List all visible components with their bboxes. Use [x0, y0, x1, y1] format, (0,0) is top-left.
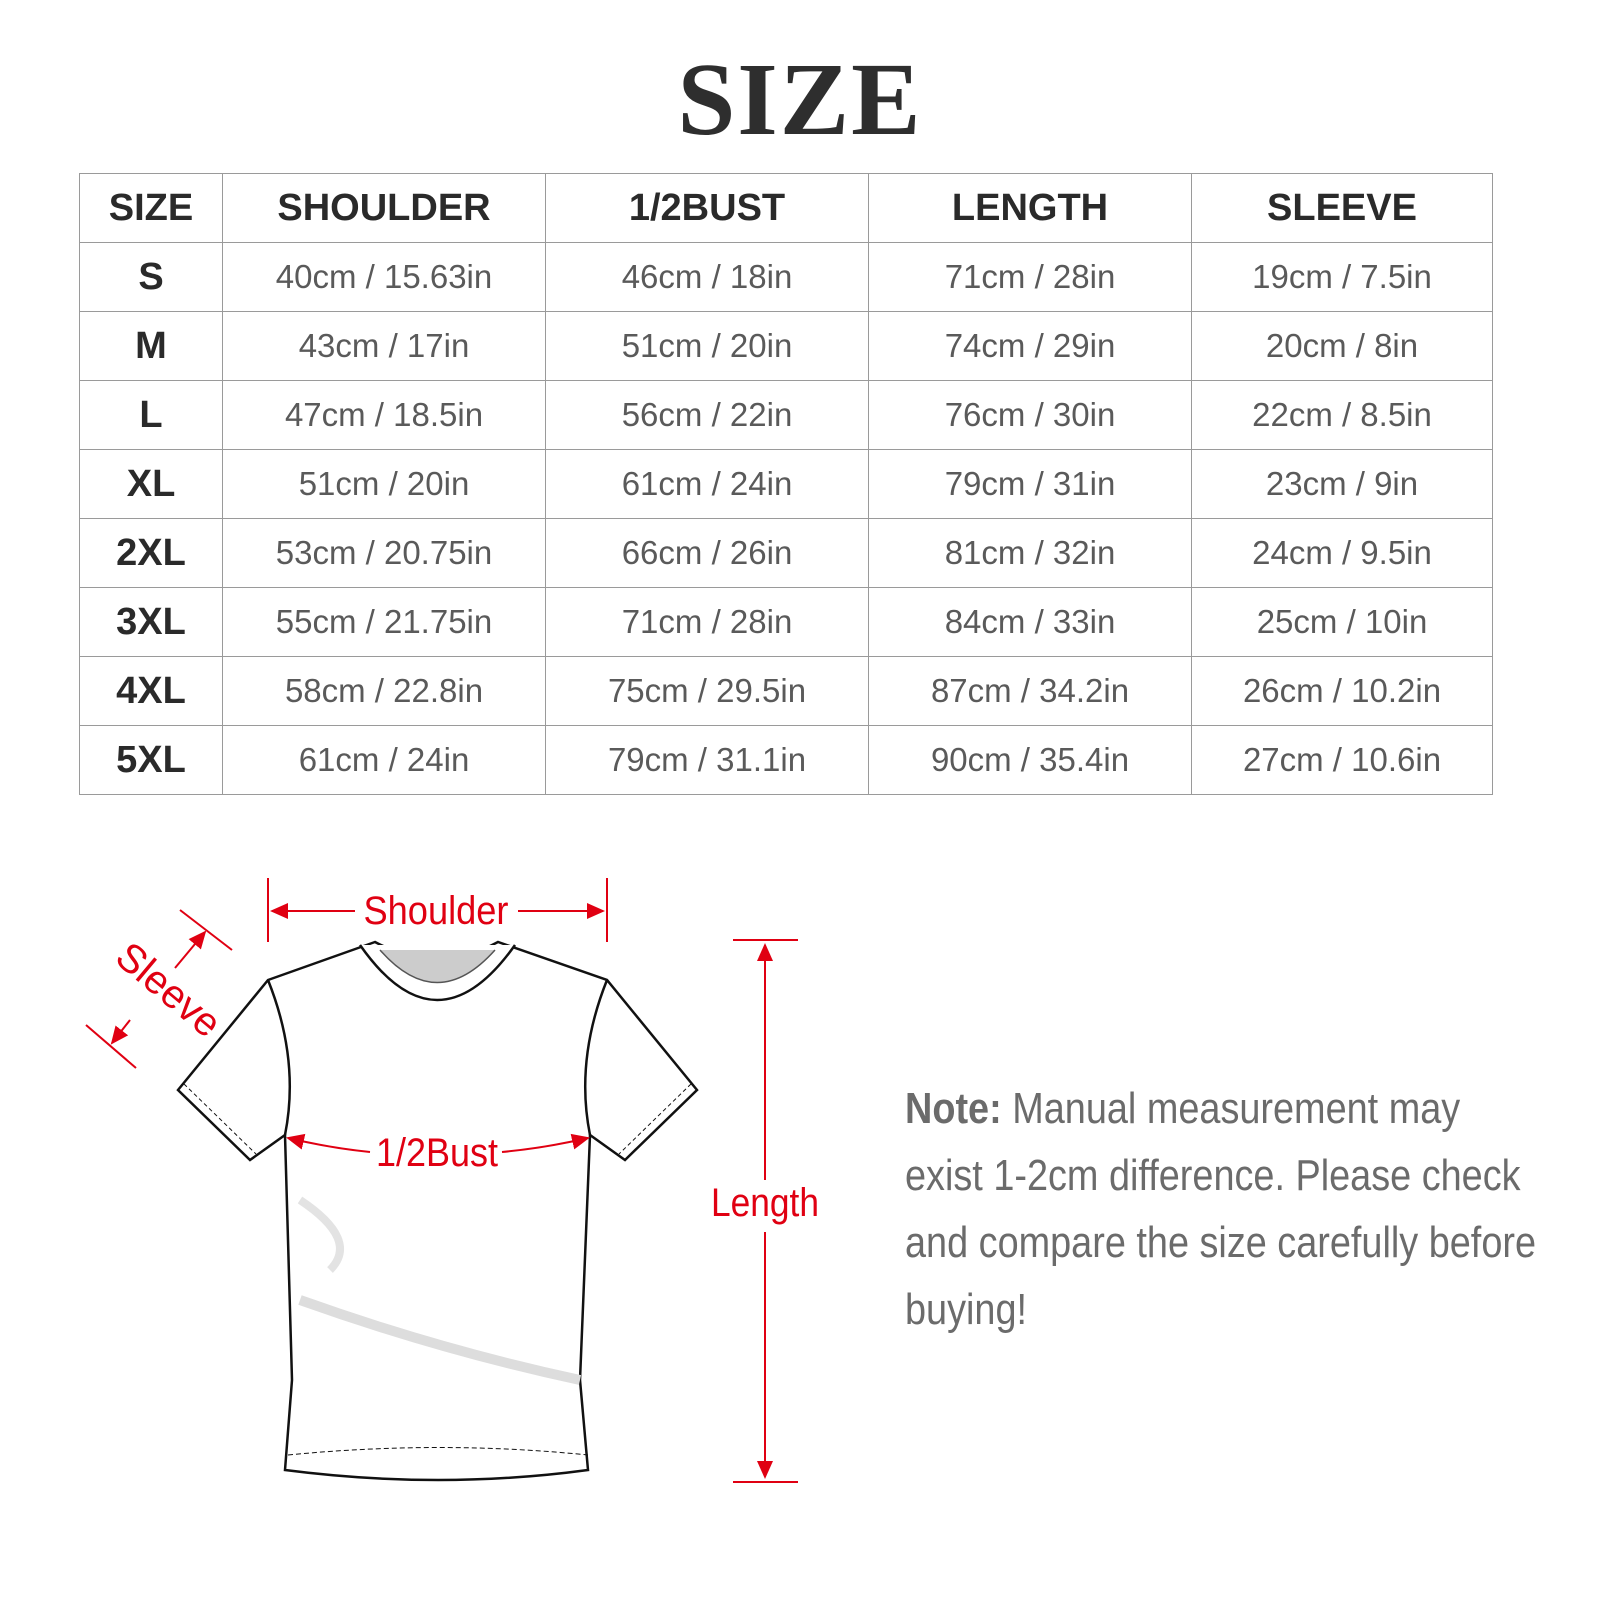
measurement-cell: 84cm / 33in — [868, 587, 1192, 657]
measurement-cell: 56cm / 22in — [545, 380, 869, 450]
measurement-cell: 20cm / 8in — [1191, 311, 1493, 381]
measurement-cell: 51cm / 20in — [545, 311, 869, 381]
size-cell: XL — [79, 449, 223, 519]
measurement-cell: 47cm / 18.5in — [222, 380, 546, 450]
size-cell: L — [79, 380, 223, 450]
measurement-cell: 61cm / 24in — [222, 725, 546, 795]
note-label: Note: — [905, 1084, 1002, 1133]
column-header: SIZE — [79, 173, 223, 243]
table-header-row: SIZE SHOULDER 1/2BUST LENGTH SLEEVE — [79, 173, 1493, 243]
table-row: M 43cm / 17in 51cm / 20in 74cm / 29in 20cm /… — [79, 311, 1493, 381]
size-cell: 3XL — [79, 587, 223, 657]
measurement-cell: 61cm / 24in — [545, 449, 869, 519]
measurement-cell: 19cm / 7.5in — [1191, 242, 1493, 312]
note-body: Manual measurement may exist 1-2cm diffe… — [905, 1084, 1537, 1334]
table-row: S 40cm / 15.63in 46cm / 18in 71cm / 28in 19c… — [79, 242, 1493, 312]
table-row: XL 51cm / 20in 61cm / 24in 79cm / 31in 23cm … — [79, 449, 1493, 519]
table-row: 4XL 58cm / 22.8in 75cm / 29.5in 87cm / 34.2… — [79, 656, 1493, 726]
table-row: 2XL 53cm / 20.75in 66cm / 26in 81cm / 32in 2… — [79, 518, 1493, 588]
measurement-cell: 58cm / 22.8in — [222, 656, 546, 726]
shoulder-label: Shoulder — [364, 889, 509, 933]
measurement-cell: 23cm / 9in — [1191, 449, 1493, 519]
measurement-cell: 53cm / 20.75in — [222, 518, 546, 588]
page-title: SIZE — [677, 42, 923, 157]
measurement-cell: 81cm / 32in — [868, 518, 1192, 588]
table-row: L 47cm / 18.5in 56cm / 22in 76cm / 30in 22cm… — [79, 380, 1493, 450]
size-cell: 4XL — [79, 656, 223, 726]
size-cell: 2XL — [79, 518, 223, 588]
measurement-cell: 22cm / 8.5in — [1191, 380, 1493, 450]
bust-label: 1/2Bust — [376, 1131, 498, 1175]
sleeve-label: Sleeve — [107, 934, 229, 1046]
tshirt-icon — [176, 940, 699, 1482]
length-label: Length — [711, 1181, 819, 1225]
measurement-cell: 24cm / 9.5in — [1191, 518, 1493, 588]
measurement-cell: 71cm / 28in — [868, 242, 1192, 312]
column-header: SLEEVE — [1191, 173, 1493, 243]
size-cell: M — [79, 311, 223, 381]
measurement-cell: 75cm / 29.5in — [545, 656, 869, 726]
measurement-cell: 74cm / 29in — [868, 311, 1192, 381]
table-row: 5XL 61cm / 24in 79cm / 31.1in 90cm / 35.4in… — [79, 725, 1493, 795]
size-cell: S — [79, 242, 223, 312]
column-header: LENGTH — [868, 173, 1192, 243]
measurement-cell: 87cm / 34.2in — [868, 656, 1192, 726]
measurement-lines — [85, 878, 798, 1483]
measurement-cell: 79cm / 31.1in — [545, 725, 869, 795]
table-row: 3XL 55cm / 21.75in 71cm / 28in 84cm / 33in 2… — [79, 587, 1493, 657]
measurement-cell: 26cm / 10.2in — [1191, 656, 1493, 726]
measurement-cell: 66cm / 26in — [545, 518, 869, 588]
size-table: SIZE SHOULDER 1/2BUST LENGTH SLEEVE S 40cm / … — [79, 173, 1493, 795]
measurement-cell: 71cm / 28in — [545, 587, 869, 657]
measurement-cell: 90cm / 35.4in — [868, 725, 1192, 795]
measurement-cell: 79cm / 31in — [868, 449, 1192, 519]
column-header: 1/2BUST — [545, 173, 869, 243]
measurement-cell: 40cm / 15.63in — [222, 242, 546, 312]
size-cell: 5XL — [79, 725, 223, 795]
measurement-cell: 55cm / 21.75in — [222, 587, 546, 657]
measurement-cell: 25cm / 10in — [1191, 587, 1493, 657]
measurement-cell: 27cm / 10.6in — [1191, 725, 1493, 795]
measurement-cell: 76cm / 30in — [868, 380, 1192, 450]
note-text: Note: Manual measurement may exist 1-2cm… — [905, 1075, 1541, 1343]
measurement-cell: 51cm / 20in — [222, 449, 546, 519]
column-header: SHOULDER — [222, 173, 546, 243]
measurement-cell: 46cm / 18in — [545, 242, 869, 312]
tshirt-diagram: Shoulder Sleeve 1/2Bust Length — [85, 878, 819, 1483]
measurement-cell: 43cm / 17in — [222, 311, 546, 381]
